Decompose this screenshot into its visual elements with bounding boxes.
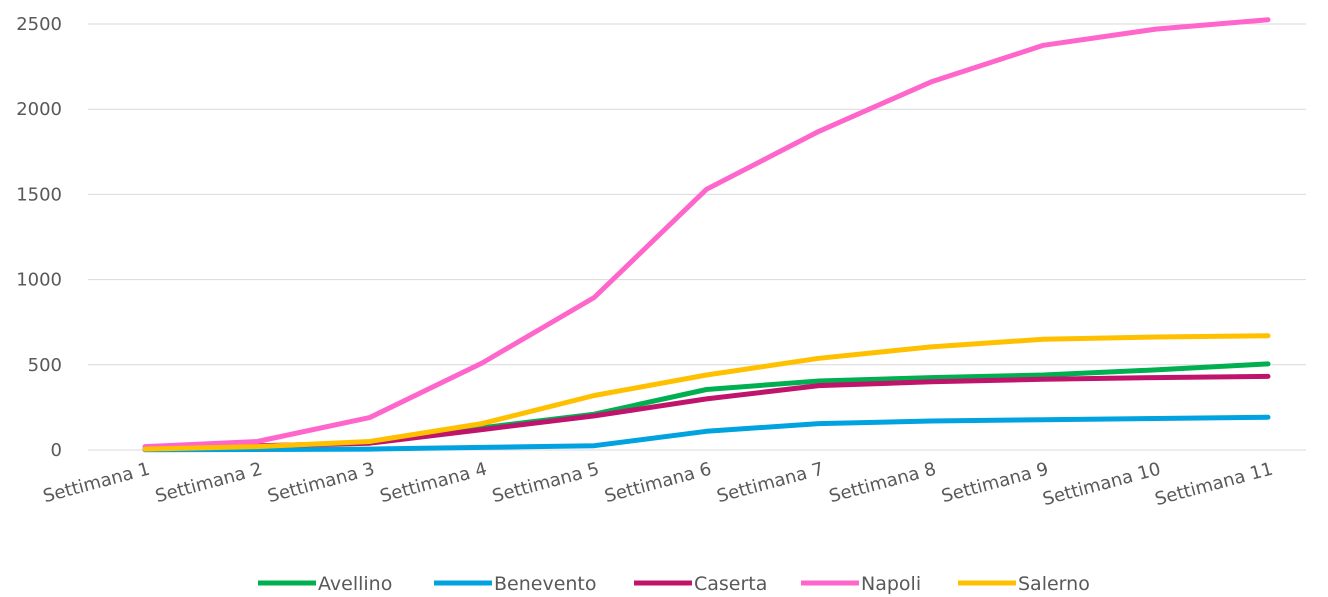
y-tick-label: 0 [51,440,62,461]
y-tick-label: 2500 [16,14,62,35]
series-lines [142,17,1271,453]
legend-label: Benevento [494,573,597,595]
y-axis-ticks: 0 500 1000 1500 2000 2500 [16,14,62,461]
series-line-napoli [142,17,1271,450]
y-tick-label: 500 [28,355,62,376]
y-tick-label: 1000 [16,270,62,291]
legend-item-salerno: Salerno [958,573,1090,595]
x-axis-ticks: Settimana 1 Settimana 2 Settimana 3 Settima… [41,459,1275,511]
legend-label: Napoli [861,573,921,595]
x-tick-label: Settimana 1 [41,459,152,508]
y-tick-label: 1500 [16,184,62,205]
x-tick-label: Settimana 6 [602,459,713,508]
x-tick-label: Settimana 7 [715,459,826,508]
x-tick-label: Settimana 5 [490,459,601,508]
x-tick-label: Settimana 8 [827,459,938,508]
series-line-benevento [142,414,1271,453]
x-tick-label: Settimana 3 [265,459,376,508]
x-tick-label: Settimana 11 [1153,459,1276,511]
legend-item-benevento: Benevento [434,573,597,595]
x-tick-label: Settimana 4 [378,459,489,508]
x-tick-label: Settimana 10 [1040,459,1163,511]
legend: Avellino Benevento Caserta Napoli Salerno [258,573,1090,595]
legend-label: Salerno [1018,573,1090,595]
legend-item-avellino: Avellino [258,573,392,595]
x-tick-label: Settimana 9 [939,459,1050,508]
series-line-salerno [142,333,1271,452]
legend-label: Caserta [694,573,767,595]
gridlines [88,23,1306,451]
legend-item-caserta: Caserta [634,573,767,595]
x-tick-label: Settimana 2 [153,459,264,508]
legend-label: Avellino [318,573,392,595]
y-tick-label: 2000 [16,99,62,120]
legend-item-napoli: Napoli [801,573,921,595]
